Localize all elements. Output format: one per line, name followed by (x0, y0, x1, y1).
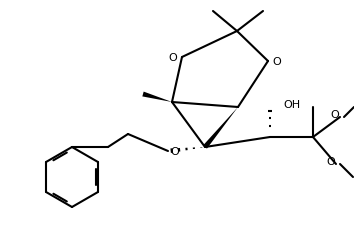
Text: O: O (327, 156, 335, 166)
Text: O: O (171, 146, 179, 156)
Polygon shape (142, 92, 172, 103)
Text: O: O (331, 109, 339, 119)
Text: O: O (169, 53, 177, 63)
Text: OH: OH (283, 100, 300, 109)
Text: O: O (273, 57, 281, 67)
Polygon shape (203, 108, 238, 149)
